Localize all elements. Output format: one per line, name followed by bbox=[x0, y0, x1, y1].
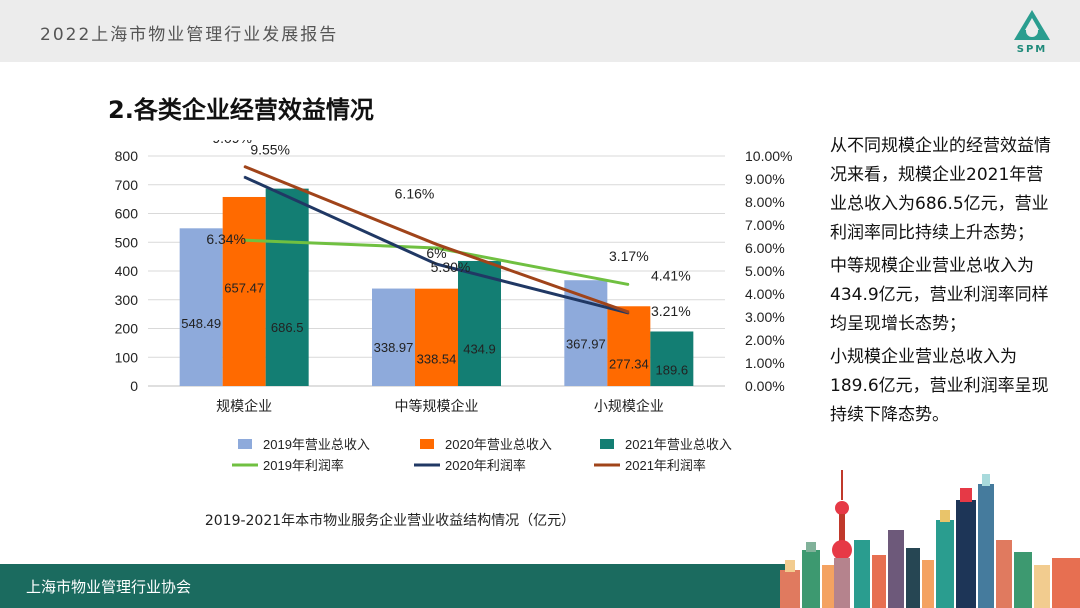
line-data-label: 3.17% bbox=[609, 248, 649, 264]
bar-data-label: 686.5 bbox=[271, 320, 304, 335]
bar bbox=[372, 288, 415, 386]
x-category-label: 小规模企业 bbox=[594, 398, 664, 414]
side-paragraph-large: 从不同规模企业的经营效益情况来看，规模企业2021年营业总收入为686.5亿元，… bbox=[830, 136, 1051, 243]
line-data-label: 6% bbox=[426, 245, 446, 261]
revenue-profit-chart: 0 100 200 300 400 500 600 700 800 0.00% 1.00% 2.00%… bbox=[115, 140, 793, 473]
bar-data-label: 338.97 bbox=[374, 340, 414, 355]
line-data-label: 6.34% bbox=[206, 231, 246, 247]
section-title: 2.各类企业经营效益情况 bbox=[108, 96, 374, 124]
y-left-tick-label: 500 bbox=[115, 234, 139, 250]
y-right-tick-label: 3.00% bbox=[745, 309, 785, 325]
logo-text: SPM bbox=[1016, 44, 1048, 55]
bar-data-label: 434.9 bbox=[463, 341, 496, 356]
y-left-tick-label: 600 bbox=[115, 206, 139, 222]
line-data-label: 9.55% bbox=[250, 141, 290, 157]
line-point bbox=[436, 243, 437, 245]
y-right-tick-label: 4.00% bbox=[745, 286, 785, 302]
y-left-tick-label: 700 bbox=[115, 177, 139, 193]
chart-caption: 2019-2021年本市物业服务企业营业收益结构情况（亿元） bbox=[204, 513, 576, 529]
side-description: 从不同规模企业的经营效益情况来看，规模企业2021年营业总收入为686.5亿元，… bbox=[830, 132, 1060, 434]
header-bar: 2022上海市物业管理行业发展报告 SPM bbox=[0, 0, 1080, 62]
line-point bbox=[628, 311, 630, 313]
x-category-label: 规模企业 bbox=[216, 398, 272, 414]
line-point bbox=[628, 284, 630, 286]
bar-data-label: 277.34 bbox=[609, 357, 649, 372]
legend-label: 2021年营业总收入 bbox=[625, 437, 732, 452]
y-right-tick-label: 10.00% bbox=[745, 148, 792, 164]
line-point bbox=[243, 176, 245, 178]
legend-swatch bbox=[600, 439, 614, 449]
legend-label: 2019年利润率 bbox=[263, 458, 344, 473]
y-right-tick-label: 6.00% bbox=[745, 240, 785, 256]
bar-data-label: 367.97 bbox=[566, 337, 606, 352]
y-right-tick-label: 9.00% bbox=[745, 171, 785, 187]
y-right-tick-label: 5.00% bbox=[745, 263, 785, 279]
y-left-tick-label: 800 bbox=[115, 148, 139, 164]
y-right-tick-label: 1.00% bbox=[745, 355, 785, 371]
line-data-label: 6.16% bbox=[395, 185, 435, 201]
y-left-tick-label: 200 bbox=[115, 321, 139, 337]
y-right-tick-label: 8.00% bbox=[745, 194, 785, 210]
y-right-tick-label: 0.00% bbox=[745, 378, 785, 394]
line-data-label: 5.30% bbox=[431, 259, 471, 275]
legend-label: 2021年利润率 bbox=[625, 458, 706, 473]
spm-triangle-logo-icon bbox=[1014, 10, 1050, 40]
bar bbox=[607, 306, 651, 386]
report-title: 2022上海市物业管理行业发展报告 bbox=[40, 25, 339, 45]
y-left-tick-label: 0 bbox=[130, 378, 138, 394]
bar bbox=[650, 331, 694, 386]
legend-swatch bbox=[420, 439, 434, 449]
legend-label: 2020年利润率 bbox=[445, 458, 526, 473]
bar-data-label: 657.47 bbox=[224, 281, 264, 296]
x-category-label: 中等规模企业 bbox=[395, 398, 479, 414]
line-data-label: 3.21% bbox=[651, 303, 691, 319]
line-point bbox=[436, 263, 437, 265]
side-paragraph-small: 小规模企业营业总收入为189.6亿元，营业利润率呈现持续下降态势。 bbox=[830, 347, 1049, 425]
legend-swatch bbox=[238, 439, 252, 449]
bar bbox=[415, 288, 458, 386]
line-point bbox=[436, 247, 437, 249]
y-right-tick-label: 2.00% bbox=[745, 332, 785, 348]
footer-text: 上海市物业管理行业协会 bbox=[26, 578, 192, 596]
bar-data-label: 548.49 bbox=[181, 316, 221, 331]
footer-bar: 上海市物业管理行业协会 bbox=[0, 564, 790, 608]
bar-data-label: 338.54 bbox=[417, 352, 457, 367]
y-left-tick-label: 100 bbox=[115, 349, 139, 365]
side-paragraph-medium: 中等规模企业营业总收入为434.9亿元，营业利润率同样均呈现增长态势； bbox=[830, 256, 1049, 334]
line-data-label: 9.09% bbox=[212, 140, 252, 146]
legend-label: 2020年营业总收入 bbox=[445, 437, 552, 452]
bar bbox=[179, 228, 223, 386]
line-point bbox=[243, 239, 245, 241]
city-skyline-illustration bbox=[780, 470, 1080, 608]
y-right-tick-label: 7.00% bbox=[745, 217, 785, 233]
line-data-label: 4.41% bbox=[651, 268, 691, 284]
y-left-tick-label: 300 bbox=[115, 292, 139, 308]
bar bbox=[458, 260, 501, 386]
bar-data-label: 189.6 bbox=[656, 363, 689, 378]
spm-logo: SPM bbox=[1002, 4, 1062, 58]
bar bbox=[265, 188, 309, 386]
bar bbox=[222, 196, 266, 386]
legend-label: 2019年营业总收入 bbox=[263, 437, 370, 452]
y-left-tick-label: 400 bbox=[115, 263, 139, 279]
line-point bbox=[243, 165, 245, 167]
